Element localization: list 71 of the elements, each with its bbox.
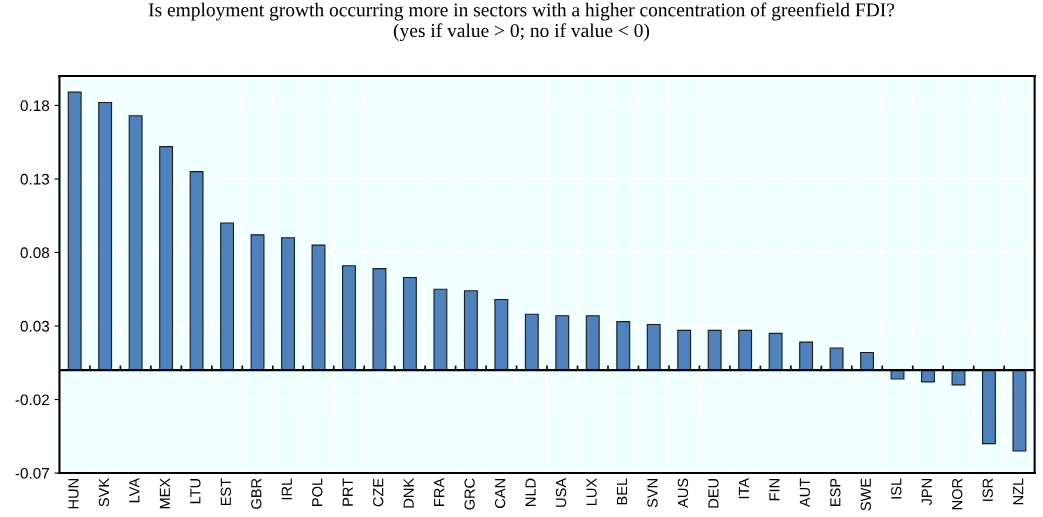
- x-tick-label: LTU: [190, 479, 201, 504]
- x-tick-label: NLD: [525, 478, 536, 506]
- x-tick-label: SVK: [98, 478, 110, 507]
- bar: [799, 341, 814, 371]
- bar: [98, 101, 113, 371]
- bar: [890, 369, 905, 380]
- x-tick-label: NOR: [952, 478, 963, 510]
- x-tick-label: AUT: [799, 478, 811, 508]
- bar: [555, 315, 570, 371]
- y-tick-label: 0.13: [20, 173, 50, 185]
- bar: [342, 265, 356, 371]
- x-tick-label: FRA: [434, 477, 445, 506]
- x-tick-label: IRL: [281, 478, 292, 500]
- x-tick-label: ITA: [738, 477, 749, 499]
- bar: [189, 171, 204, 371]
- x-tick-label: AUS: [677, 478, 689, 508]
- bar: [128, 115, 143, 371]
- bar: [463, 290, 478, 371]
- x-tick-label: LVA: [129, 477, 140, 503]
- bar: [281, 237, 295, 371]
- x-tick-label: ESP: [830, 478, 841, 506]
- y-tick-label: 0.18: [20, 100, 50, 112]
- x-tick-label: CZE: [373, 478, 384, 507]
- chart-title: Is employment growth occurring more in sectors with a higher concentration of greenfield FDI? (yes if value > 0; no if value < 0): [148, 2, 895, 42]
- x-tick-label: PRT: [342, 478, 353, 506]
- x-tick-label: HUN: [68, 479, 79, 509]
- bar: [829, 347, 844, 371]
- bar: [220, 222, 235, 371]
- bar: [616, 321, 631, 371]
- bar: [981, 369, 996, 445]
- x-tick-label: NZL: [1013, 478, 1024, 505]
- x-tick-label: GBR: [251, 478, 262, 509]
- bar: [677, 329, 692, 371]
- x-tick-label: GRC: [464, 478, 475, 510]
- bar: [1012, 369, 1027, 452]
- bar: [738, 329, 753, 371]
- bar: [921, 369, 935, 383]
- y-tick-label: -0.02: [15, 394, 49, 406]
- x-tick-label: MEX: [159, 478, 170, 509]
- x-tick-label: FIN: [769, 479, 780, 501]
- y-tick-label: -0.07: [15, 467, 49, 479]
- bar: [585, 315, 600, 371]
- x-tick-label: LUX: [586, 478, 597, 506]
- bar: [372, 268, 387, 371]
- x-tick-label: DEU: [708, 479, 719, 508]
- bar: [951, 369, 966, 386]
- x-tick-label: ISR: [982, 478, 993, 501]
- y-tick-label: 0.08: [20, 247, 50, 259]
- x-tick-label: SVN: [647, 479, 658, 508]
- x-tick-label: POL: [312, 478, 323, 506]
- bar: [250, 234, 265, 371]
- y-tick-label: 0.03: [20, 320, 50, 332]
- x-tick-label: CAN: [494, 479, 506, 508]
- x-tick-label: SWE: [860, 478, 871, 511]
- bar: [860, 351, 874, 371]
- bar: [311, 244, 326, 371]
- x-tick-label: DNK: [403, 478, 414, 508]
- x-tick-label: BEL: [616, 478, 628, 505]
- bar: [524, 313, 539, 371]
- x-tick-label: USA: [555, 477, 567, 507]
- x-tick-label: EST: [220, 478, 231, 506]
- bar: [402, 276, 417, 371]
- bar: [768, 332, 783, 371]
- bar: [159, 146, 174, 371]
- bar: [646, 323, 661, 371]
- x-tick-label: JPN: [921, 479, 932, 506]
- bar: [707, 329, 722, 371]
- bar: [67, 91, 82, 371]
- x-tick-label: ISL: [891, 478, 902, 499]
- bar: [494, 298, 509, 371]
- bar: [433, 288, 448, 371]
